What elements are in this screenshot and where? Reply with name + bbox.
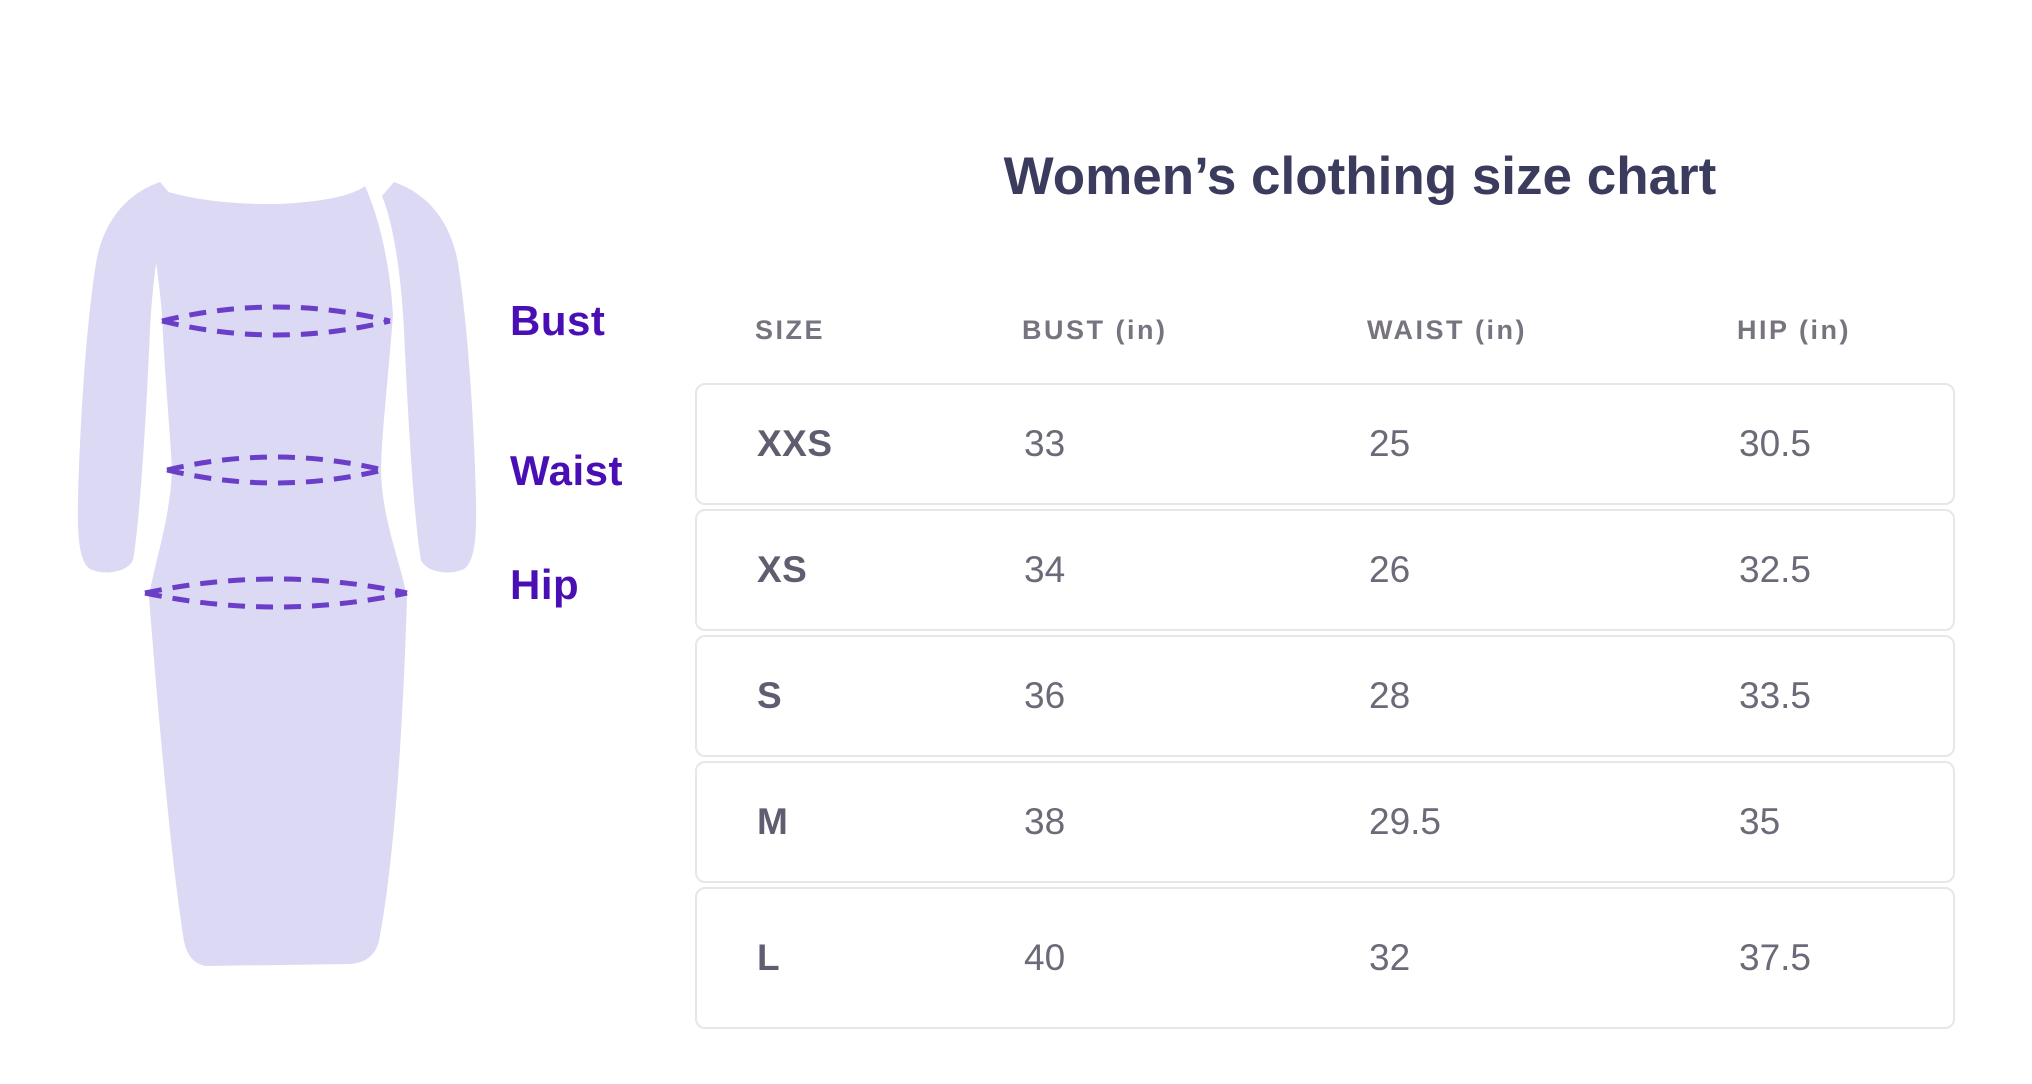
bust-measure-line [161,304,391,338]
table-row: XS 34 26 32.5 [695,509,1955,631]
hip-cell: 32.5 [1739,549,1812,590]
bust-cell: 33 [1024,423,1066,464]
dress-left-sleeve [77,182,172,573]
waist-cell: 32 [1369,937,1411,978]
size-cell: XXS [757,423,833,464]
size-cell: XS [757,549,808,590]
hip-cell: 33.5 [1739,675,1812,716]
dress-right-sleeve [382,182,477,573]
table-row: L 40 32 37.5 [695,887,1955,1029]
table-row: M 38 29.5 35 [695,761,1955,883]
waist-cell: 29.5 [1369,801,1442,842]
hip-measure-line [144,576,408,610]
column-header-bust: BUST (in) [1022,314,1168,345]
table-header-row: SIZE BUST (in) WAIST (in) HIP (in) [695,305,1955,355]
hip-cell: 35 [1739,801,1781,842]
table-row: S 36 28 33.5 [695,635,1955,757]
table-row: XXS 33 25 30.5 [695,383,1955,505]
bust-label: Bust [510,297,606,344]
hip-cell: 30.5 [1739,423,1812,464]
bust-cell: 34 [1024,549,1066,590]
dress-silhouette-illustration [77,182,477,966]
table-body: XXS 33 25 30.5 XS 34 26 32.5 S 36 28 33.… [695,383,1955,1029]
column-header-size: SIZE [755,314,826,345]
page-title: Women’s clothing size chart [1003,147,1717,206]
dress-body [149,186,407,966]
size-cell: M [757,801,789,842]
waist-cell: 28 [1369,675,1411,716]
size-table: SIZE BUST (in) WAIST (in) HIP (in) XXS 3… [695,305,1955,1029]
column-header-hip: HIP (in) [1737,314,1851,345]
size-cell: L [757,937,781,978]
bust-cell: 40 [1024,937,1066,978]
bust-cell: 36 [1024,675,1066,716]
waist-cell: 26 [1369,549,1411,590]
column-header-waist: WAIST (in) [1367,314,1527,345]
hip-label: Hip [510,561,580,608]
size-cell: S [757,675,783,716]
waist-label: Waist [510,447,623,494]
hip-cell: 37.5 [1739,937,1812,978]
waist-cell: 25 [1369,423,1411,464]
bust-cell: 38 [1024,801,1066,842]
